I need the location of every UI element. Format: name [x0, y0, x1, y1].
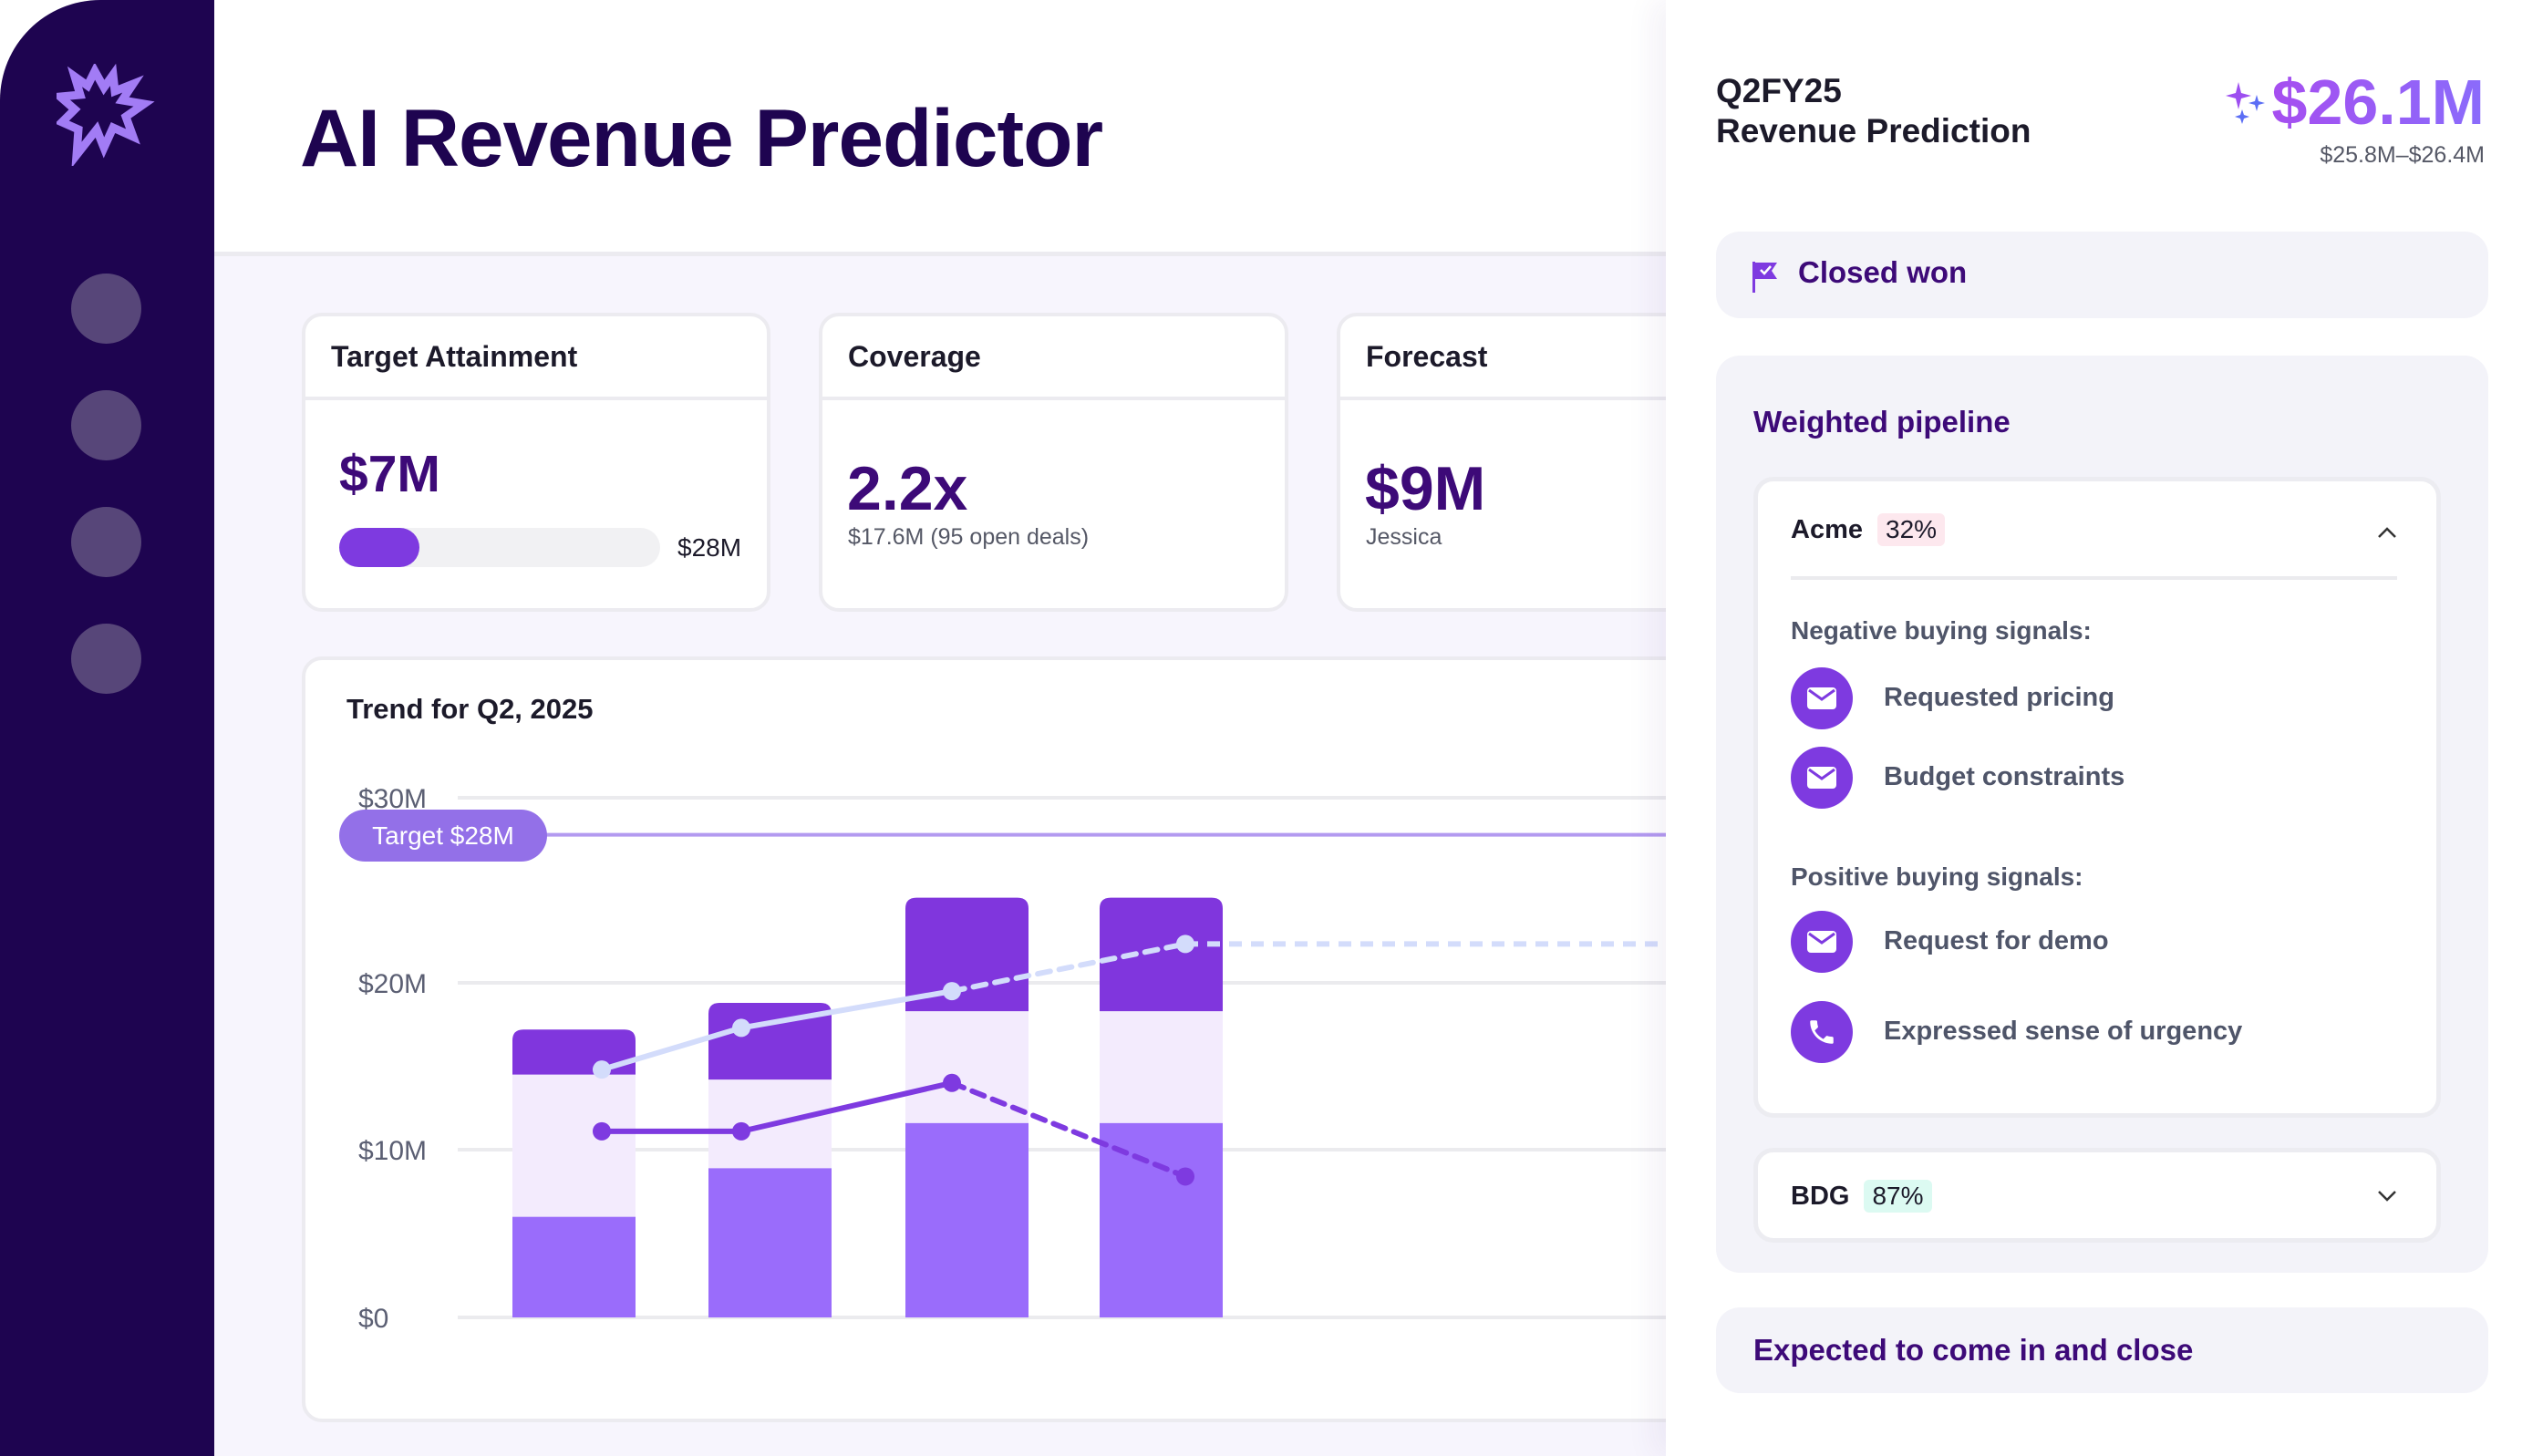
- closed-won-label: Closed won: [1798, 255, 1968, 289]
- signal-text: Request for demo: [1884, 926, 2109, 955]
- card-title: Target Attainment: [305, 316, 767, 400]
- expected-close-section[interactable]: Expected to come in and close: [1716, 1307, 2488, 1393]
- nav-item-3[interactable]: [71, 507, 141, 577]
- trend-title: Trend for Q2, 2025: [346, 693, 594, 725]
- phone-icon: [1791, 1001, 1853, 1063]
- negative-signals-label: Negative buying signals:: [1791, 616, 2092, 645]
- prediction-value: $26.1M: [2271, 67, 2485, 138]
- account-name: BDG: [1791, 1181, 1850, 1211]
- account-header[interactable]: Acme 32%: [1791, 513, 1946, 546]
- nav-item-1[interactable]: [71, 274, 141, 344]
- forecast-owner: Jessica: [1366, 524, 1442, 550]
- chevron-down-icon[interactable]: [2376, 1189, 2398, 1203]
- card-title: Coverage: [822, 316, 1285, 400]
- signal-text: Budget constraints: [1884, 762, 2125, 791]
- progress-fill: [339, 528, 419, 567]
- target-label-pill: Target $28M: [339, 809, 547, 862]
- account-name: Acme: [1791, 514, 1863, 544]
- forecast-value: $9M: [1365, 454, 1486, 523]
- sparkle-icon: [2226, 82, 2265, 124]
- card-title: Forecast: [1340, 316, 1807, 400]
- signal-text: Requested pricing: [1884, 683, 2114, 712]
- divider: [1791, 576, 2397, 580]
- account-card-acme: Acme 32% Negative buying signals: Reques…: [1753, 477, 2441, 1118]
- signal-text: Expressed sense of urgency: [1884, 1017, 2243, 1046]
- nav-item-2[interactable]: [71, 390, 141, 460]
- weighted-pipeline-section: Weighted pipeline Acme 32% Negative buyi…: [1716, 356, 2488, 1273]
- prediction-heading: Revenue Prediction: [1716, 112, 2031, 150]
- prediction-range: $25.8M–$26.4M: [2320, 142, 2485, 168]
- target-attainment-card: Target Attainment $7M $28M: [302, 313, 770, 612]
- probability-badge: 87%: [1864, 1180, 1932, 1213]
- account-card-bdg[interactable]: BDG 87%: [1753, 1148, 2441, 1243]
- coverage-card: Coverage 2.2x $17.6M (95 open deals): [819, 313, 1288, 612]
- mail-icon: [1791, 911, 1853, 973]
- weighted-pipeline-title: Weighted pipeline: [1753, 405, 2011, 439]
- period: Q2FY25: [1716, 72, 1842, 109]
- period-label: Q2FY25 Revenue Prediction: [1716, 71, 2031, 151]
- nav-item-4[interactable]: [71, 624, 141, 694]
- chevron-up-icon[interactable]: [2376, 525, 2398, 540]
- progress-bar: [339, 528, 660, 567]
- coverage-value: 2.2x: [847, 454, 968, 523]
- page-title: AI Revenue Predictor: [300, 92, 1103, 183]
- mail-icon: [1791, 667, 1853, 729]
- expected-close-label: Expected to come in and close: [1753, 1333, 2194, 1367]
- positive-signals-label: Positive buying signals:: [1791, 862, 2083, 891]
- target-attainment-value: $7M: [339, 445, 440, 503]
- probability-badge: 32%: [1877, 513, 1946, 546]
- mail-icon: [1791, 747, 1853, 809]
- sidebar: [0, 0, 214, 1456]
- account-header[interactable]: BDG 87%: [1791, 1180, 1932, 1213]
- prediction-panel: Q2FY25 Revenue Prediction $26.1M $25.8M–…: [1666, 0, 2543, 1456]
- header: [214, 0, 1666, 256]
- coverage-subtext: $17.6M (95 open deals): [848, 524, 1090, 550]
- target-value: $28M: [677, 533, 742, 562]
- flag-check-icon: [1752, 262, 1777, 293]
- closed-won-section[interactable]: Closed won: [1716, 232, 2488, 318]
- trend-card: Trend for Q2, 2025: [302, 656, 1852, 1422]
- starburst-logo-icon: [57, 64, 155, 166]
